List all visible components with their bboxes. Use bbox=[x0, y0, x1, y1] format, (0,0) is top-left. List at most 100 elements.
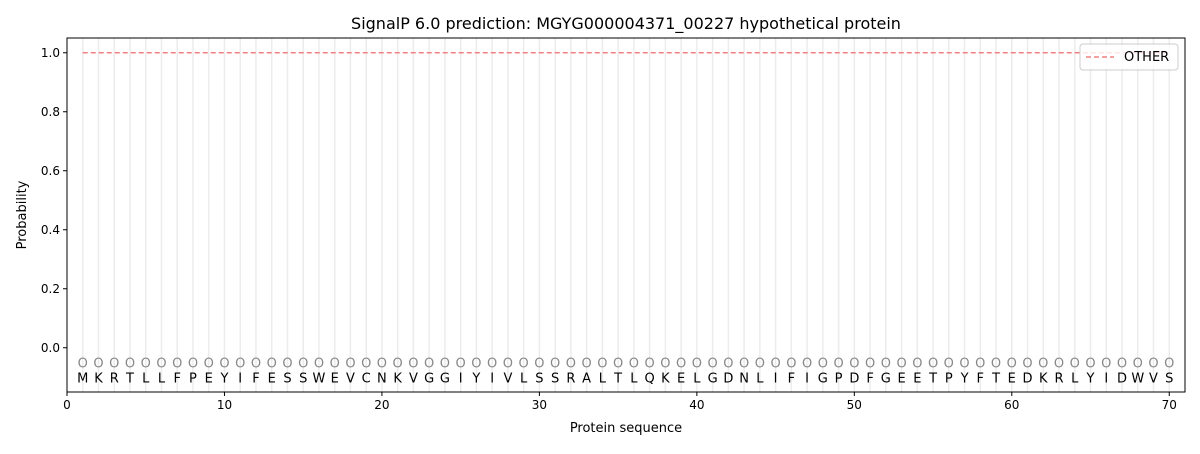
residue-letter: E bbox=[268, 371, 276, 386]
y-tick-label: 0.6 bbox=[41, 164, 60, 178]
y-axis-label: Probability bbox=[15, 180, 30, 249]
x-tick-label: 40 bbox=[689, 398, 704, 412]
residue-label-o: O bbox=[109, 357, 119, 372]
residue-label-o: O bbox=[93, 357, 103, 372]
residue-label-o: O bbox=[361, 357, 371, 372]
residue-label-o: O bbox=[314, 357, 324, 372]
residue-label-o: O bbox=[78, 357, 88, 372]
residue-label-o: O bbox=[440, 357, 450, 372]
residue-letter: L bbox=[599, 371, 607, 386]
residue-letter: V bbox=[346, 371, 355, 386]
residue-letter: T bbox=[613, 371, 622, 386]
residue-label-o: O bbox=[519, 357, 529, 372]
residue-letter: L bbox=[630, 371, 638, 386]
y-tick-label: 0.0 bbox=[41, 341, 60, 355]
residue-label-o: O bbox=[849, 357, 859, 372]
residue-label-o: O bbox=[487, 357, 497, 372]
residue-label-o: O bbox=[959, 357, 969, 372]
residue-label-o: O bbox=[1054, 357, 1064, 372]
residue-letter: Y bbox=[471, 371, 480, 386]
residue-letter: D bbox=[1117, 371, 1127, 386]
residue-letter: L bbox=[158, 371, 166, 386]
y-tick-label: 1.0 bbox=[41, 46, 60, 60]
residue-letter: A bbox=[582, 371, 591, 386]
residue-letter: F bbox=[173, 371, 180, 386]
residue-label-o: O bbox=[1070, 357, 1080, 372]
residue-letter: I bbox=[774, 371, 778, 386]
residue-letter: L bbox=[756, 371, 764, 386]
residue-label-o: O bbox=[534, 357, 544, 372]
residue-label-o: O bbox=[707, 357, 717, 372]
residue-label-o: O bbox=[566, 357, 576, 372]
y-tick-label: 0.2 bbox=[41, 282, 60, 296]
residue-letter: K bbox=[94, 371, 103, 386]
residue-letter: C bbox=[362, 371, 371, 386]
residue-label-o: O bbox=[1148, 357, 1158, 372]
residue-letter: E bbox=[677, 371, 685, 386]
residue-label-o: O bbox=[1164, 357, 1174, 372]
residue-letter: L bbox=[520, 371, 528, 386]
residue-letter: S bbox=[299, 371, 307, 386]
residue-label-o: O bbox=[204, 357, 214, 372]
residue-label-o: O bbox=[770, 357, 780, 372]
residue-letter: D bbox=[1023, 371, 1033, 386]
residue-letter: G bbox=[881, 371, 891, 386]
residue-label-o: O bbox=[298, 357, 308, 372]
x-tick-label: 20 bbox=[374, 398, 389, 412]
residue-label-o: O bbox=[235, 357, 245, 372]
residue-label-o: O bbox=[408, 357, 418, 372]
residue-letter: M bbox=[77, 371, 88, 386]
residue-label-o: O bbox=[629, 357, 639, 372]
residue-letter: I bbox=[459, 371, 463, 386]
residue-label-o: O bbox=[802, 357, 812, 372]
legend-other-label: OTHER bbox=[1124, 50, 1169, 65]
residue-letter: I bbox=[1104, 371, 1108, 386]
residue-letter: N bbox=[739, 371, 749, 386]
residue-letter: S bbox=[535, 371, 543, 386]
residue-label-o: O bbox=[1133, 357, 1143, 372]
residue-letter: F bbox=[977, 371, 984, 386]
residue-letter: P bbox=[945, 371, 953, 386]
residue-letter: E bbox=[331, 371, 339, 386]
residue-label-o: O bbox=[156, 357, 166, 372]
residue-letter: T bbox=[991, 371, 1000, 386]
residue-label-o: O bbox=[865, 357, 875, 372]
residue-label-o: O bbox=[456, 357, 466, 372]
residue-letter: E bbox=[1008, 371, 1016, 386]
residue-label-o: O bbox=[503, 357, 513, 372]
residue-letter: K bbox=[393, 371, 402, 386]
residue-label-o: O bbox=[471, 357, 481, 372]
residue-label-o: O bbox=[1038, 357, 1048, 372]
residue-letter: E bbox=[897, 371, 905, 386]
residue-letter: F bbox=[788, 371, 795, 386]
residue-label-o: O bbox=[141, 357, 151, 372]
x-tick-label: 50 bbox=[847, 398, 862, 412]
residue-label-o: O bbox=[188, 357, 198, 372]
residue-letter: F bbox=[252, 371, 259, 386]
residue-letter: R bbox=[1055, 371, 1064, 386]
residue-label-o: O bbox=[723, 357, 733, 372]
residue-label-o: O bbox=[282, 357, 292, 372]
residue-label-o: O bbox=[645, 357, 655, 372]
residue-letter: F bbox=[866, 371, 873, 386]
residue-letter: I bbox=[238, 371, 242, 386]
residue-letter: L bbox=[1071, 371, 1079, 386]
residue-letter: I bbox=[490, 371, 494, 386]
residue-label-o: O bbox=[550, 357, 560, 372]
residue-letter: T bbox=[928, 371, 937, 386]
residue-label-o: O bbox=[613, 357, 623, 372]
residue-label-o: O bbox=[660, 357, 670, 372]
residue-letter: Y bbox=[960, 371, 969, 386]
residue-letter: G bbox=[818, 371, 828, 386]
residue-label-o: O bbox=[739, 357, 749, 372]
residue-label-o: O bbox=[251, 357, 261, 372]
residue-label-o: O bbox=[1007, 357, 1017, 372]
residue-letter: K bbox=[1039, 371, 1048, 386]
residue-label-o: O bbox=[944, 357, 954, 372]
residue-letter: R bbox=[110, 371, 119, 386]
residue-letter: K bbox=[661, 371, 670, 386]
x-tick-label: 10 bbox=[217, 398, 232, 412]
residue-letter: Y bbox=[1086, 371, 1095, 386]
